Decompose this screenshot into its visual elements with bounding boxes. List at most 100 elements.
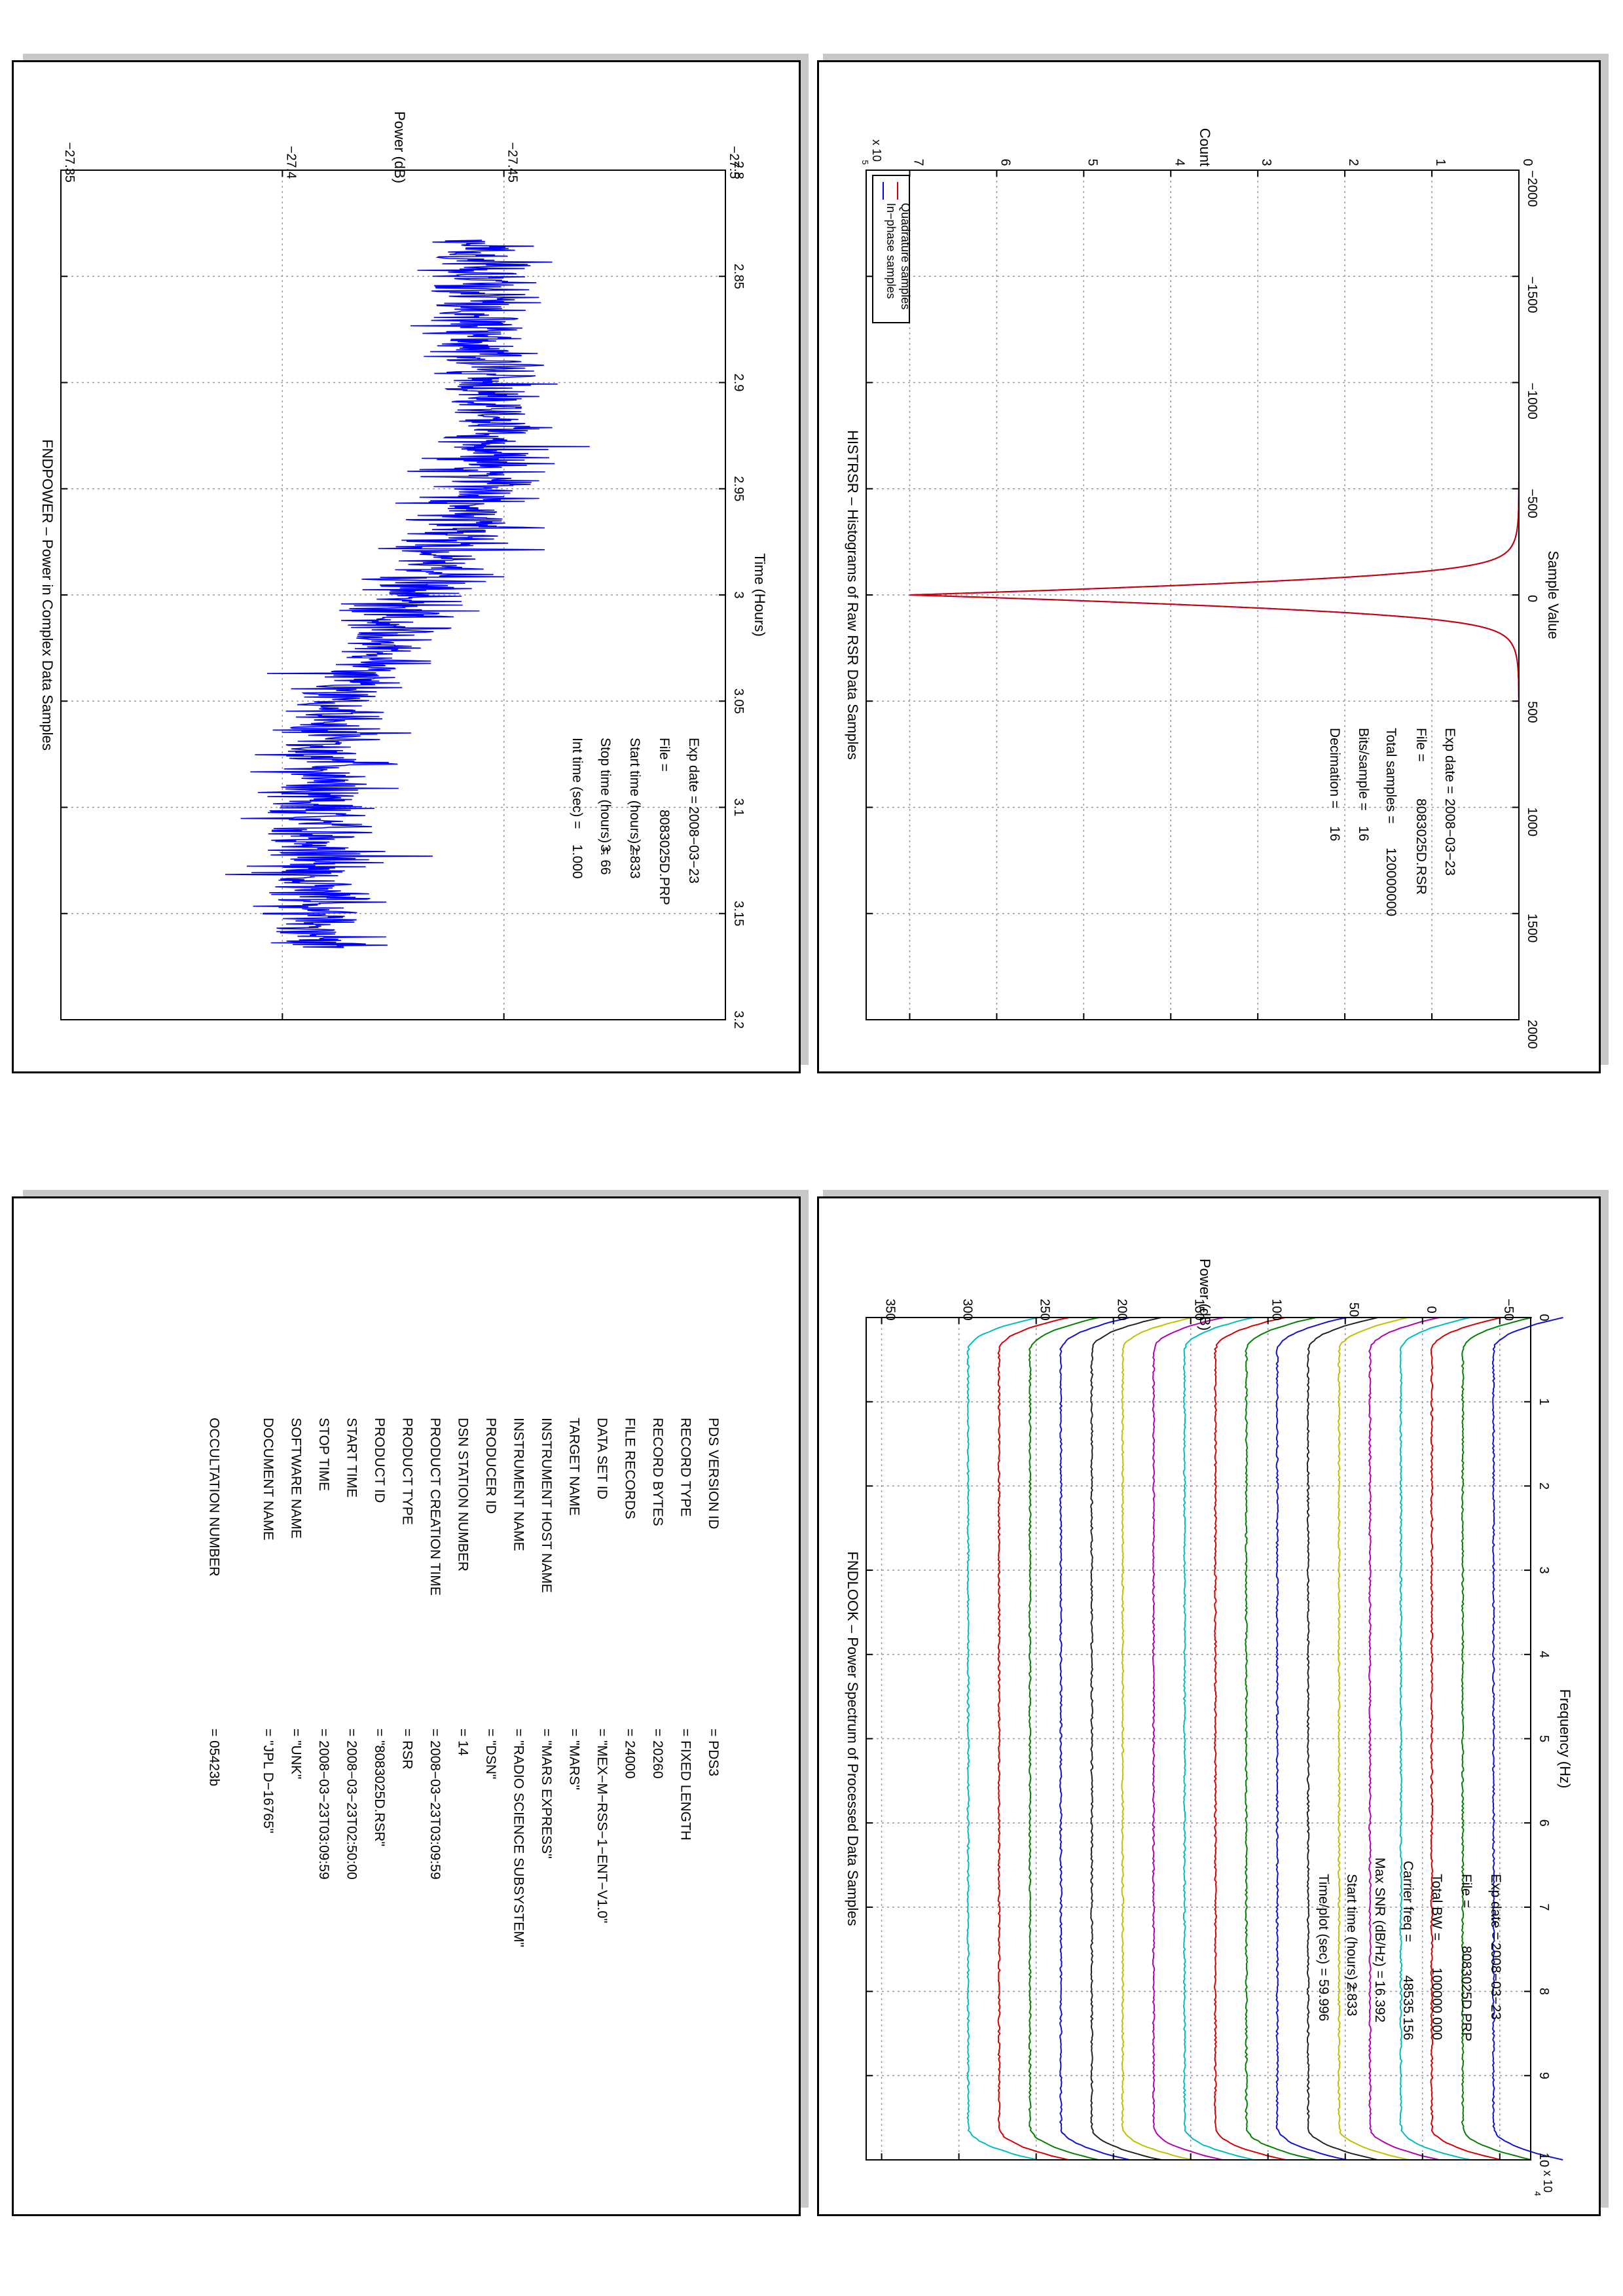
pds-label-key: START TIME [344, 1418, 359, 1498]
fndlook-series-5 [1337, 1317, 1410, 2161]
fndpower-annotation-label: Stop time (hours) = [598, 738, 613, 855]
pds-label-key: PRODUCT CREATION TIME [428, 1418, 443, 1596]
pds-label-key: RECORD TYPE [678, 1418, 693, 1516]
fndlook-grid [866, 1318, 1531, 2160]
histrsr-ytick-label: 6 [998, 158, 1012, 166]
fndpower-xtick-label: 2.9 [731, 374, 746, 392]
fndpower-ytick-label: −27.5 [727, 146, 741, 179]
pds-label-key: DSN STATION NUMBER [456, 1418, 471, 1571]
fndlook-series-13 [1089, 1317, 1162, 2161]
fndlook-xtick-label: 3 [1537, 1567, 1551, 1574]
fndpower-ytick-label: −27.45 [505, 142, 520, 183]
fndlook-ytick-label: 150 [1192, 1299, 1207, 1320]
fndlook-x-exponent-power: 4 [1533, 2191, 1542, 2196]
fndlook-series-6 [1306, 1317, 1379, 2161]
fndlook-annotation-value: 2.833 [1344, 1982, 1359, 2017]
histrsr-grid [866, 170, 1519, 1020]
histrsr-ylabel: Count [1197, 128, 1213, 167]
fndpower-chart: 2.8 2.85 2.9 2.95 3 3.05 3.1 3.15 3.2 −27.5 −27.45… [39, 111, 768, 1029]
fndlook-series-4 [1368, 1317, 1440, 2161]
fndlook-series-7 [1275, 1317, 1348, 2161]
histrsr-xlabel: Sample Value [1545, 550, 1561, 639]
pds-label-key: PRODUCT TYPE [400, 1418, 415, 1525]
fndlook-xtick-label: 5 [1537, 1735, 1551, 1742]
fndpower-ytick-label: −27.4 [283, 146, 298, 179]
pds-label-value: = 2008−03−23T02:50:00 [344, 1729, 359, 1880]
histrsr-axes: −2000 −1500 −1000 −500 0 500 1000 1500 2000 0 1 2 3 4… [845, 128, 1561, 1049]
pds-label-key: PDS VERSION ID [706, 1418, 721, 1529]
fndpower-xtick-label: 3.1 [731, 798, 746, 817]
histrsr-xtick-label: 500 [1525, 701, 1539, 723]
histrsr-annotation-value: 16 [1327, 826, 1342, 841]
pds-label-key: INSTRUMENT HOST NAME [539, 1418, 554, 1593]
fndlook-ytick-label: 250 [1038, 1299, 1052, 1320]
fndpower-annotation-label: Int time (sec) = [570, 738, 585, 829]
fndlook-ytick-label: 0 [1424, 1306, 1438, 1313]
fndlook-xtick-label: 7 [1537, 1903, 1551, 1910]
histrsr-annotation-label: Total samples = [1383, 728, 1398, 824]
histrsr-annotation-value: 8083025D.RSR [1413, 798, 1429, 895]
fndlook-series-9 [1213, 1317, 1286, 2161]
fndlook-annotations: Exp date = 2008−03−23 File = 8083025D.PRP To… [1316, 1857, 1503, 2041]
fndpower-axes: 2.8 2.85 2.9 2.95 3 3.05 3.1 3.15 3.2 −27.5 −27.45… [39, 111, 768, 1029]
fndlook-series-0 [1491, 1317, 1563, 2161]
histrsr-ytick-label: 0 [1520, 158, 1535, 166]
pds-label-occultation-value: = 05423b [207, 1729, 222, 1786]
pds-label-key: TARGET NAME [567, 1418, 582, 1516]
pds-label-value: = 20260 [650, 1729, 665, 1779]
pds-label-value: = "MEX−M−RSS−1−ENT−V1.0" [594, 1729, 610, 1923]
histrsr-xtick-label: −1500 [1525, 276, 1539, 313]
histrsr-title: HISTRSR – Histograms of Raw RSR Data Sam… [845, 430, 861, 760]
pds-label-value: = "UNK" [289, 1729, 304, 1779]
pds-label-key: STOP TIME [316, 1418, 331, 1491]
fndpower-ytick-label: −27.35 [62, 142, 77, 183]
fndlook-ytick-label: 350 [883, 1299, 898, 1320]
pds-label-value: = PDS3 [706, 1729, 721, 1776]
histrsr-annotation-label: Bits/sample = [1356, 728, 1371, 811]
pds-label-key: FILE RECORDS [623, 1418, 638, 1519]
fndlook-annotation-label: Max SNR (dB/Hz) = [1372, 1857, 1387, 1979]
fndlook-xtick-label: 9 [1537, 2072, 1551, 2079]
histrsr-xtick-label: −500 [1525, 489, 1539, 518]
fndlook-series-12 [1121, 1317, 1193, 2161]
pds-label-key: DATA SET ID [594, 1418, 610, 1499]
fndlook-xtick-label: 8 [1537, 1988, 1551, 1995]
fndpower-annotation-label: Exp date = [686, 738, 701, 804]
histrsr-legend: In−phase samples Quadrature samples [872, 175, 912, 323]
fndlook-series-10 [1182, 1317, 1254, 2161]
fndpower-annotation-value: 2.833 [627, 844, 642, 879]
pds-label-key: SOFTWARE NAME [289, 1418, 304, 1539]
fndpower-xtick-label: 2.95 [731, 476, 746, 501]
pds-label-value: = "MARS EXPRESS" [539, 1729, 554, 1859]
histrsr-xtick-label: 1500 [1525, 914, 1539, 943]
histrsr-xtick-label: −2000 [1525, 170, 1539, 207]
histrsr-legend-label-1: Quadrature samples [899, 203, 912, 310]
histrsr-ytick-label: 5 [1085, 158, 1099, 166]
fndlook-chart: 0 1 2 3 4 5 6 7 8 9 10 −50 0 50 100 150 200 250 300 350 x 10… [845, 1259, 1573, 2196]
fndlook-series-8 [1245, 1317, 1317, 2161]
fndlook-annotation-value: 16.392 [1372, 1981, 1387, 2022]
pds-label-key: INSTRUMENT NAME [511, 1418, 526, 1551]
pds-label-value: = "RADIO SCIENCE SUBSYSTEM" [511, 1729, 526, 1947]
fndpower-ylabel: Power (dB) [392, 111, 408, 183]
histrsr-chart: −2000 −1500 −1000 −500 0 500 1000 1500 2000 0 1 2 3 4… [845, 128, 1561, 1049]
fndpower-xtick-label: 2.85 [731, 264, 746, 289]
pds-label-value: = 24000 [623, 1729, 638, 1779]
pds-label-key: PRODUCT ID [372, 1418, 387, 1503]
fndlook-ytick-label: 300 [960, 1299, 975, 1320]
fndlook-series-14 [1059, 1317, 1130, 2161]
fndlook-title: FNDLOOK – Power Spectrum of Processed Da… [845, 1551, 861, 1926]
fndlook-xtick-label: 0 [1537, 1314, 1551, 1321]
fndlook-annotation-label: Time/plot (sec) = [1316, 1874, 1331, 1976]
pds-label-value: = 2008−03−23T03:09:59 [428, 1729, 443, 1880]
pds-label-value: = 14 [456, 1729, 471, 1756]
fndpower-xlabel: Time (Hours) [752, 553, 768, 637]
fndlook-annotation-value: 59.996 [1316, 1979, 1331, 2021]
fndlook-annotation-value: 100000.000 [1429, 1967, 1444, 2040]
fndlook-annotation-label: Total BW = [1429, 1874, 1444, 1941]
histrsr-annotation-value: 16 [1356, 826, 1371, 841]
pds-label-value: = "8083025D.RSR" [372, 1729, 387, 1846]
fndpower-annotation-value: 3. 66 [598, 844, 613, 875]
fndlook-ytick-label: 50 [1347, 1302, 1361, 1317]
fndpower-series-group [225, 240, 590, 948]
